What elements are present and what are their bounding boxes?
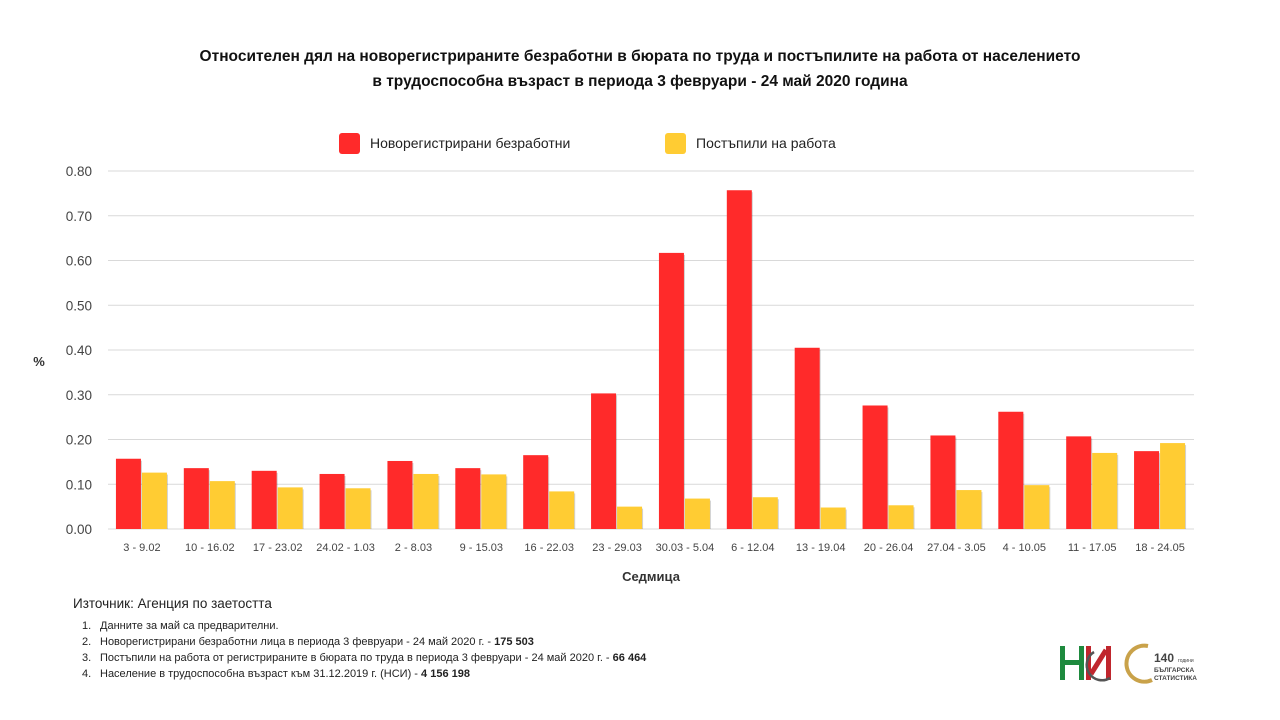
x-tick-label: 27.04 - 3.05 <box>927 542 986 554</box>
bar-unemployed <box>115 458 141 529</box>
x-tick-label: 11 - 17.05 <box>1068 542 1117 554</box>
anniversary-logo: 140 години БЪЛГАРСКА СТАТИСТИКА <box>1124 643 1197 684</box>
bar-employed <box>617 506 643 529</box>
footnotes: 1. Данните за май са предварителни. 2. Нов… <box>82 618 646 682</box>
bar-unemployed <box>319 473 345 529</box>
x-tick-label: 23 - 29.03 <box>592 542 642 554</box>
y-tick-label: 0.20 <box>66 433 92 448</box>
y-tick-label: 0.00 <box>66 522 92 537</box>
x-axis-label: Седмица <box>622 569 681 584</box>
footnote-item: 4. Население в трудоспособна възраст към … <box>82 668 470 680</box>
x-tick-label: 13 - 19.04 <box>796 542 846 554</box>
logos: 140 години БЪЛГАРСКА СТАТИСТИКА <box>1060 643 1197 684</box>
footnote-item: 2. Новорегистрирани безработни лица в пер… <box>82 636 534 648</box>
bar-unemployed <box>591 393 617 529</box>
legend-item-employed: Постъпили на работа <box>665 132 836 154</box>
bar-unemployed <box>523 455 549 529</box>
legend-swatch-employed <box>665 132 686 154</box>
nsi-logo <box>1060 646 1111 682</box>
y-tick-label: 0.70 <box>66 209 92 224</box>
x-tick-label: 17 - 23.02 <box>253 542 303 554</box>
bar-unemployed <box>455 468 481 529</box>
x-tick-label: 20 - 26.04 <box>864 542 914 554</box>
bar-employed <box>209 481 235 529</box>
legend-label-employed: Постъпили на работа <box>696 135 836 151</box>
x-tick-label: 16 - 22.03 <box>524 542 574 554</box>
chart-title: Относителен дял на новорегистрираните бе… <box>0 44 1280 94</box>
footnote-item: 1. Данните за май са предварителни. <box>82 620 279 632</box>
svg-text:СТАТИСТИКА: СТАТИСТИКА <box>1154 675 1197 682</box>
x-tick-label: 24.02 - 1.03 <box>316 542 375 554</box>
bar-employed <box>277 487 303 529</box>
chart-title-line2: в трудоспособна възраст в периода 3 февр… <box>372 73 908 90</box>
bar-employed <box>684 498 710 529</box>
y-tick-label: 0.10 <box>66 477 92 492</box>
bar-employed <box>752 497 778 529</box>
y-axis-label: % <box>33 354 45 369</box>
chart-title-line1: Относителен дял на новорегистрираните бе… <box>199 48 1081 65</box>
bar-unemployed <box>862 405 888 529</box>
legend-item-unemployed: Новорегистрирани безработни <box>339 132 570 154</box>
y-tick-label: 0.40 <box>66 343 92 358</box>
y-tick-label: 0.50 <box>66 298 92 313</box>
bar-employed <box>1024 485 1050 529</box>
x-tick-label: 18 - 24.05 <box>1135 542 1185 554</box>
x-tick-label: 3 - 9.02 <box>123 542 160 554</box>
bar-employed <box>413 473 439 529</box>
footnote-item: 3. Постъпили на работа от регистрираните … <box>82 652 647 664</box>
y-tick-label: 0.30 <box>66 388 92 403</box>
legend-swatch-unemployed <box>339 132 360 154</box>
bar-unemployed <box>1066 436 1092 529</box>
x-tick-label: 6 - 12.04 <box>731 542 774 554</box>
x-tick-label: 2 - 8.03 <box>395 542 432 554</box>
bar-employed <box>956 490 982 529</box>
bar-unemployed <box>183 468 209 529</box>
bar-employed <box>1092 452 1118 529</box>
svg-text:140: 140 <box>1154 651 1174 665</box>
bar-unemployed <box>658 252 684 529</box>
bar-unemployed <box>251 470 277 529</box>
legend-label-unemployed: Новорегистрирани безработни <box>370 135 571 151</box>
bar-unemployed <box>794 347 820 529</box>
bar-unemployed <box>998 411 1024 529</box>
bar-chart: 0.00 0.10 0.20 0.30 0.40 0.50 0.60 0.70 0.80% Сед… <box>33 164 1194 584</box>
x-tick-label: 10 - 16.02 <box>185 542 235 554</box>
bar-employed <box>345 488 371 529</box>
bar-employed <box>1160 443 1186 529</box>
source-note: Източник: Агенция по заетостта <box>73 596 272 611</box>
bar-employed <box>481 474 507 529</box>
y-tick-label: 0.80 <box>66 164 92 179</box>
y-tick-label: 0.60 <box>66 254 92 269</box>
bar-employed <box>888 505 914 529</box>
bar-unemployed <box>1134 451 1160 529</box>
bar-unemployed <box>930 435 956 529</box>
x-tick-label: 30.03 - 5.04 <box>656 542 715 554</box>
svg-text:години: години <box>1178 658 1194 664</box>
svg-text:БЪЛГАРСКА: БЪЛГАРСКА <box>1154 667 1194 674</box>
bar-employed <box>549 491 575 529</box>
bar-unemployed <box>387 460 413 529</box>
bar-employed <box>820 507 846 529</box>
x-tick-label: 4 - 10.05 <box>1003 542 1046 554</box>
x-tick-label: 9 - 15.03 <box>460 542 503 554</box>
bar-employed <box>141 472 167 529</box>
bar-unemployed <box>726 190 752 529</box>
